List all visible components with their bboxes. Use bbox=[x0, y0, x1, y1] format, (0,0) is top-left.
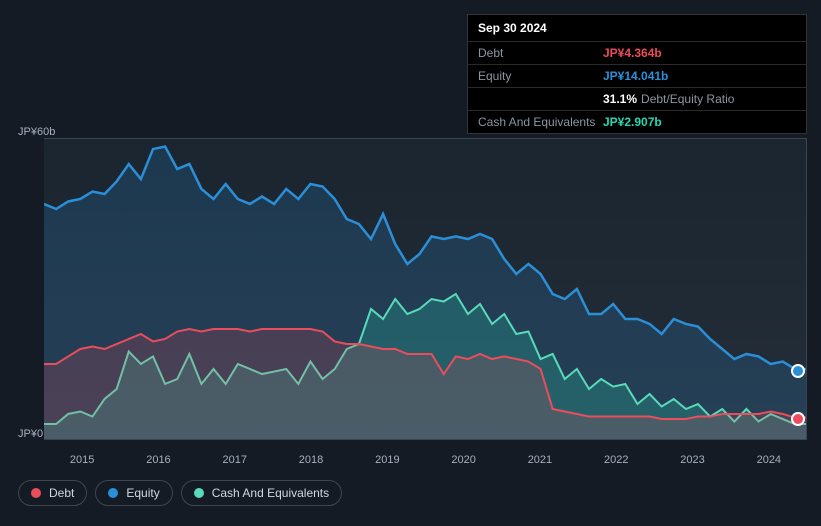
yaxis-min-label: JP¥0 bbox=[18, 428, 43, 440]
xaxis-tick: 2016 bbox=[120, 454, 196, 466]
tooltip-row: DebtJP¥4.364b bbox=[468, 42, 806, 65]
chart-marker bbox=[791, 412, 805, 426]
xaxis-tick: 2018 bbox=[273, 454, 349, 466]
chart-legend: Debt Equity Cash And Equivalents bbox=[18, 480, 342, 506]
tooltip-row-value: JP¥14.041b bbox=[603, 69, 668, 83]
legend-label: Debt bbox=[49, 486, 74, 500]
legend-dot-icon bbox=[194, 488, 204, 498]
xaxis-tick: 2021 bbox=[502, 454, 578, 466]
legend-item[interactable]: Debt bbox=[18, 480, 87, 506]
tooltip-row-label: Debt bbox=[478, 46, 603, 60]
tooltip-row-extra: Debt/Equity Ratio bbox=[641, 92, 734, 106]
chart-x-axis: 2015201620172018201920202021202220232024 bbox=[44, 444, 807, 466]
xaxis-tick: 2022 bbox=[578, 454, 654, 466]
chart-tooltip: Sep 30 2024 DebtJP¥4.364bEquityJP¥14.041… bbox=[467, 14, 807, 134]
chart-crosshair-line bbox=[806, 139, 807, 439]
tooltip-row-value: 31.1%Debt/Equity Ratio bbox=[603, 92, 734, 106]
legend-label: Equity bbox=[126, 486, 159, 500]
legend-label: Cash And Equivalents bbox=[212, 486, 329, 500]
xaxis-tick: 2020 bbox=[425, 454, 501, 466]
tooltip-row-label: Equity bbox=[478, 69, 603, 83]
xaxis-tick: 2023 bbox=[654, 454, 730, 466]
legend-item[interactable]: Cash And Equivalents bbox=[181, 480, 342, 506]
tooltip-row-label: Cash And Equivalents bbox=[478, 115, 603, 129]
tooltip-row: Cash And EquivalentsJP¥2.907b bbox=[468, 111, 806, 133]
legend-dot-icon bbox=[31, 488, 41, 498]
legend-dot-icon bbox=[108, 488, 118, 498]
tooltip-row: 31.1%Debt/Equity Ratio bbox=[468, 88, 806, 111]
xaxis-tick: 2024 bbox=[731, 454, 807, 466]
tooltip-row-value: JP¥4.364b bbox=[603, 46, 662, 60]
chart-plot-area[interactable] bbox=[44, 138, 807, 440]
tooltip-row-value: JP¥2.907b bbox=[603, 115, 662, 129]
yaxis-max-label: JP¥60b bbox=[18, 126, 55, 138]
legend-item[interactable]: Equity bbox=[95, 480, 172, 506]
tooltip-date: Sep 30 2024 bbox=[468, 15, 806, 42]
tooltip-row-label bbox=[478, 92, 603, 106]
chart-marker bbox=[791, 364, 805, 378]
xaxis-tick: 2017 bbox=[197, 454, 273, 466]
tooltip-row: EquityJP¥14.041b bbox=[468, 65, 806, 88]
xaxis-tick: 2015 bbox=[44, 454, 120, 466]
xaxis-tick: 2019 bbox=[349, 454, 425, 466]
